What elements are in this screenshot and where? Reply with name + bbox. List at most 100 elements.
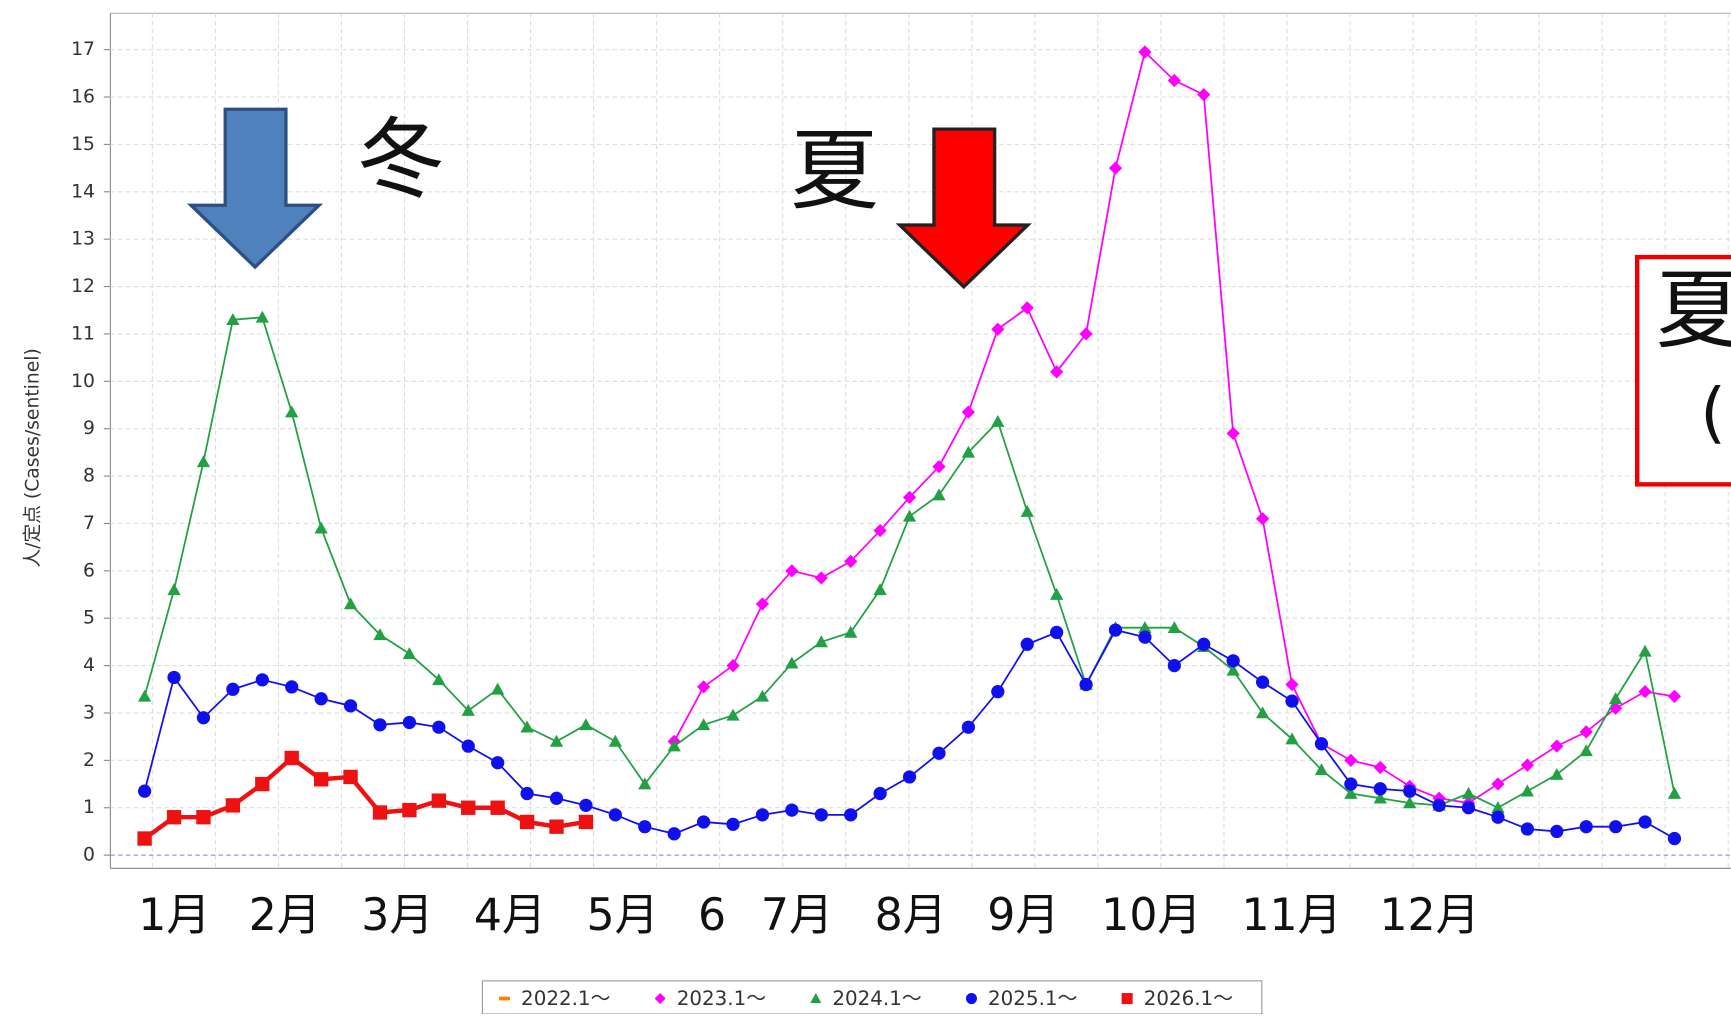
point xyxy=(1373,791,1387,804)
point xyxy=(1344,786,1358,799)
point xyxy=(902,509,917,522)
month-label: 8月 xyxy=(875,890,947,941)
legend-label: 2024.1～ xyxy=(832,987,922,1010)
summer-arrow xyxy=(895,127,1032,290)
point xyxy=(1255,512,1270,526)
point xyxy=(343,769,358,785)
point xyxy=(726,658,740,673)
point xyxy=(1285,694,1299,708)
point xyxy=(1285,677,1299,692)
point xyxy=(255,673,269,687)
month-label: 12月 xyxy=(1379,890,1479,941)
point xyxy=(991,685,1005,699)
point xyxy=(1638,644,1652,657)
point xyxy=(549,734,564,747)
month-label: 3月 xyxy=(361,890,433,941)
point xyxy=(667,739,681,752)
point xyxy=(549,791,564,805)
point xyxy=(343,597,358,610)
point xyxy=(578,814,594,830)
point xyxy=(1138,45,1152,59)
point xyxy=(461,800,476,815)
point xyxy=(1667,689,1682,704)
point xyxy=(520,786,534,801)
point xyxy=(902,770,917,784)
point xyxy=(432,720,446,734)
point xyxy=(1579,744,1593,757)
point xyxy=(696,680,711,694)
y-tick-label: 3 xyxy=(83,702,95,723)
point xyxy=(1491,801,1505,814)
point xyxy=(726,708,740,721)
point xyxy=(284,750,299,766)
point xyxy=(1520,822,1534,836)
point xyxy=(1579,725,1593,739)
point xyxy=(902,490,917,505)
point xyxy=(1667,831,1682,846)
legend-label: 2026.1～ xyxy=(1144,987,1234,1010)
point xyxy=(167,670,181,685)
point xyxy=(785,803,799,817)
point xyxy=(1138,630,1152,644)
point xyxy=(1579,820,1593,834)
point xyxy=(814,808,828,822)
point xyxy=(961,445,976,458)
point xyxy=(1609,692,1623,705)
legend-label: 2022.1～ xyxy=(521,987,611,1010)
point xyxy=(1050,587,1064,600)
point xyxy=(137,784,152,798)
point xyxy=(461,739,475,753)
point xyxy=(1020,301,1034,315)
point xyxy=(1344,753,1358,767)
point xyxy=(137,831,152,846)
point xyxy=(696,718,711,731)
point xyxy=(491,682,505,695)
y-tick-label: 13 xyxy=(71,229,95,250)
note-text: ( xyxy=(1700,374,1726,451)
point xyxy=(1020,637,1034,651)
y-tick-label: 14 xyxy=(71,181,95,202)
point xyxy=(755,808,770,822)
point xyxy=(255,776,270,792)
point xyxy=(1167,658,1181,673)
y-tick-label: 15 xyxy=(71,134,95,155)
point xyxy=(196,810,211,825)
legend-items: 2022.1～ 2023.1～ 2024.1～ 2025.1～ 2026.1～ xyxy=(498,987,1234,1010)
point xyxy=(579,798,593,812)
point xyxy=(549,819,564,834)
point xyxy=(1050,625,1064,640)
point xyxy=(1491,810,1505,824)
point xyxy=(372,805,388,820)
point xyxy=(285,680,299,694)
point xyxy=(1550,739,1564,753)
point xyxy=(1550,767,1564,780)
point xyxy=(1285,732,1299,745)
point xyxy=(873,583,887,596)
point xyxy=(1255,675,1270,689)
annotation: 夏 xyxy=(790,119,878,222)
note-text: 夏 xyxy=(1656,261,1731,361)
point xyxy=(520,720,534,733)
point xyxy=(373,628,387,641)
point xyxy=(608,734,622,747)
point xyxy=(844,808,858,822)
point xyxy=(166,810,182,825)
point xyxy=(814,571,828,585)
y-tick-label: 1 xyxy=(83,797,95,818)
plot-area xyxy=(137,45,1682,846)
point xyxy=(1255,706,1270,719)
point xyxy=(1638,815,1652,829)
point xyxy=(1344,777,1358,791)
point xyxy=(844,625,858,638)
y-tick-label: 2 xyxy=(83,750,95,771)
point xyxy=(873,786,887,801)
point xyxy=(579,718,593,731)
point xyxy=(314,521,328,534)
point xyxy=(1373,782,1387,796)
point xyxy=(1050,365,1064,379)
legend-label: 2025.1～ xyxy=(988,987,1078,1010)
point xyxy=(1461,801,1476,815)
month-labels: 1月 2月 3月 4月 5月 6 7月 8月 9月 10月 11月 12月 xyxy=(138,890,1479,941)
